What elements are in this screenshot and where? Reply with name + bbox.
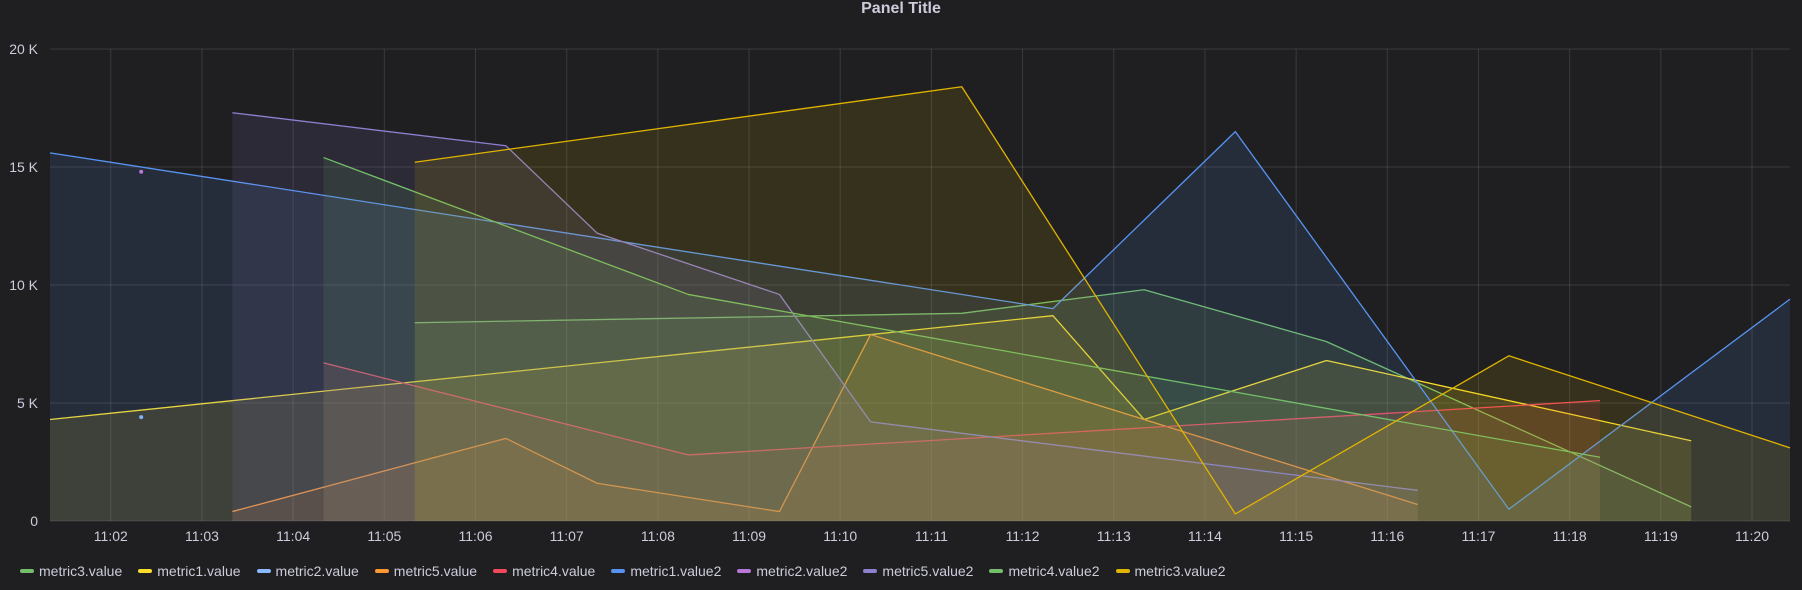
legend-swatch	[138, 569, 153, 573]
x-tick-label: 11:16	[1370, 528, 1404, 544]
legend-item[interactable]: metric3.value2	[1115, 563, 1226, 579]
y-tick-label: 5 K	[17, 395, 39, 411]
x-tick-label: 11:13	[1097, 528, 1131, 544]
series-area	[50, 315, 1692, 521]
y-tick-label: 20 K	[9, 41, 38, 57]
series-area	[414, 289, 1692, 521]
series-line	[414, 86, 1791, 515]
x-tick-label: 11:19	[1644, 528, 1678, 544]
legend-label: metric5.value	[393, 563, 478, 579]
legend-swatch	[989, 569, 1004, 573]
legend-label: metric3.value2	[1134, 563, 1226, 579]
legend-swatch	[1115, 569, 1130, 573]
x-tick-label: 11:14	[1188, 528, 1222, 544]
x-tick-label: 11:12	[1006, 528, 1040, 544]
series-area	[232, 334, 1418, 521]
y-tick-label: 10 K	[9, 277, 38, 293]
series-point	[139, 415, 144, 420]
x-tick-label: 11:02	[94, 528, 128, 544]
series-area	[414, 86, 1790, 521]
legend-item[interactable]: metric2.value2	[737, 563, 847, 579]
legend-label: metric1.value2	[630, 563, 722, 579]
legend-item[interactable]: metric5.value2	[863, 563, 973, 579]
x-tick-label: 11:08	[641, 528, 675, 544]
x-tick-label: 11:09	[732, 528, 766, 544]
legend-swatch	[374, 569, 389, 573]
series-area	[323, 157, 1601, 521]
legend-swatch	[611, 569, 626, 573]
y-tick-label: 15 K	[9, 159, 38, 175]
legend-swatch	[863, 569, 878, 573]
x-tick-label: 11:07	[550, 528, 584, 544]
legend-label: metric4.value2	[1008, 563, 1100, 579]
legend-swatch	[20, 569, 34, 573]
legend-label: metric2.value2	[756, 563, 848, 579]
legend-item[interactable]: metric1.value2	[611, 563, 721, 579]
series-line	[414, 289, 1692, 508]
legend-item[interactable]: metric3.value	[20, 563, 122, 579]
legend-label: metric2.value	[275, 563, 359, 579]
legend-label: metric3.value	[39, 563, 123, 579]
legend-swatch	[256, 569, 271, 573]
legend-label: metric1.value	[157, 563, 241, 579]
x-tick-label: 11:03	[185, 528, 219, 544]
series-point	[139, 169, 144, 174]
series-line	[232, 333, 1418, 513]
x-tick-label: 11:10	[823, 528, 857, 544]
legend-item[interactable]: metric1.value	[138, 563, 241, 579]
series-line	[232, 112, 1418, 491]
series-line	[323, 156, 1601, 458]
x-tick-label: 11:05	[367, 528, 401, 544]
series-area	[50, 131, 1790, 521]
legend: metric3.value metric1.value metric2.value m…	[20, 561, 1226, 581]
series-line	[323, 362, 1601, 456]
panel-title: Panel Title	[861, 0, 941, 17]
legend-swatch	[493, 569, 508, 573]
x-tick-label: 11:17	[1461, 528, 1495, 544]
x-tick-label: 11:11	[915, 528, 948, 544]
series-area	[232, 112, 1418, 521]
legend-swatch	[737, 569, 752, 573]
legend-item[interactable]: metric4.value	[493, 563, 595, 579]
x-tick-label: 11:15	[1279, 528, 1313, 544]
x-tick-label: 11:18	[1553, 528, 1587, 544]
legend-item[interactable]: metric4.value2	[989, 563, 1100, 579]
legend-label: metric4.value	[512, 563, 596, 579]
series-line	[49, 130, 1791, 510]
x-tick-label: 11:04	[276, 528, 310, 544]
legend-item[interactable]: metric2.value	[256, 563, 359, 579]
y-tick-label: 0	[30, 513, 38, 529]
legend-label: metric5.value2	[882, 563, 974, 579]
x-tick-label: 11:06	[459, 528, 493, 544]
x-tick-label: 11:20	[1735, 528, 1769, 544]
series-area	[323, 362, 1601, 521]
legend-item[interactable]: metric5.value	[374, 563, 478, 579]
